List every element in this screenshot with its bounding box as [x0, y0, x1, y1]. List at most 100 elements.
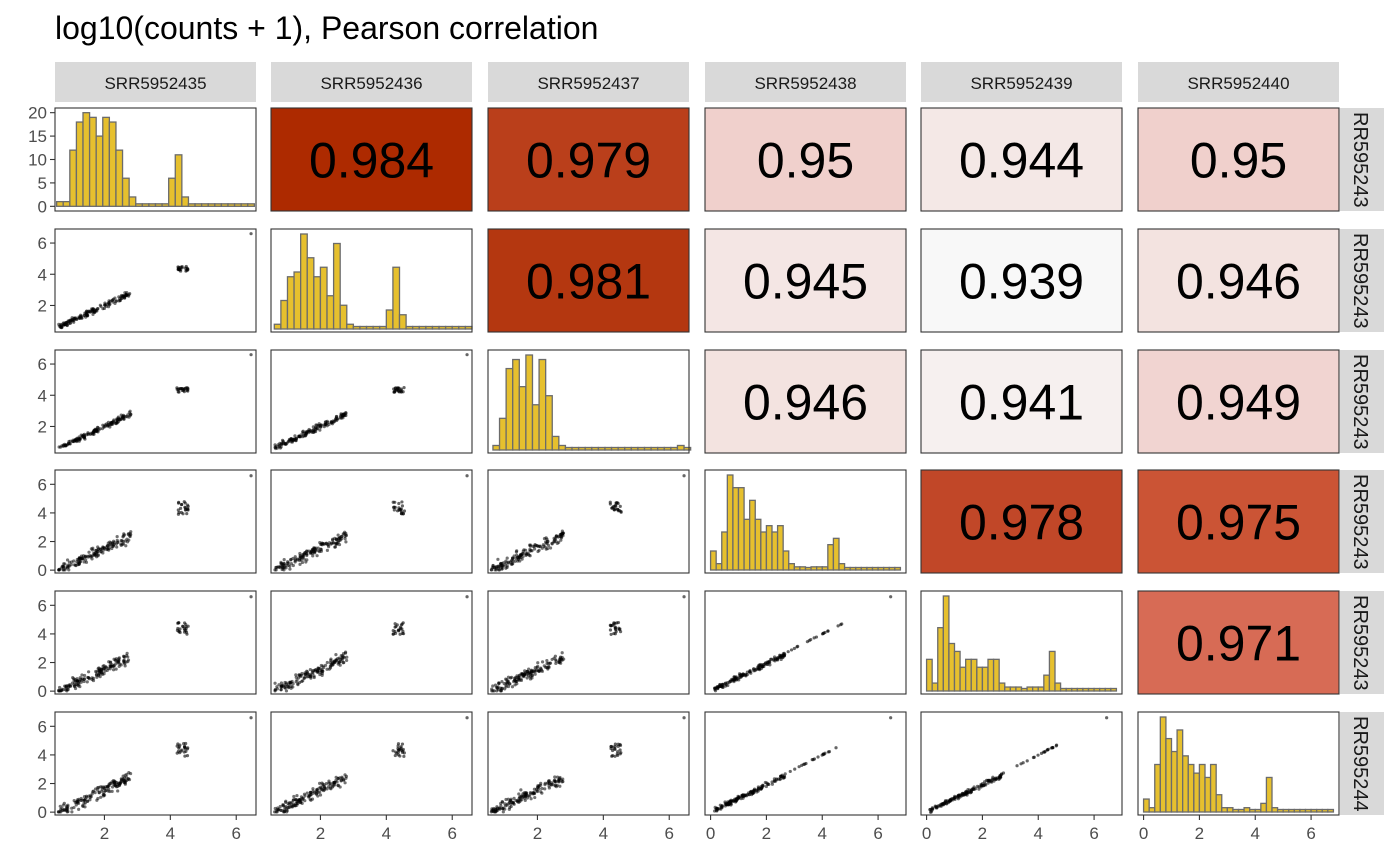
scatter-point [308, 428, 313, 433]
scatter-point [175, 751, 179, 755]
y-tick-label: 2 [38, 533, 47, 552]
scatter-point [304, 560, 308, 564]
scatter-point [400, 742, 405, 746]
scatter-point [555, 783, 559, 787]
scatter-point [553, 779, 557, 783]
x-tick-label: 6 [447, 824, 456, 843]
row-strip-label-group: RR595243 [1349, 354, 1371, 450]
scatter-point [61, 443, 65, 447]
correlation-value: 0.95 [1190, 133, 1287, 189]
scatter-point [65, 558, 70, 562]
scatter-point [109, 664, 113, 668]
histogram-bar [280, 299, 289, 330]
scatter-point [547, 784, 551, 788]
scatter-point [522, 675, 526, 679]
histogram-bar [1093, 687, 1101, 692]
scatter-point [340, 776, 344, 780]
histogram-bar [657, 446, 665, 451]
scatter-point [82, 313, 86, 318]
histogram-bar [1204, 776, 1212, 813]
scatter-point [309, 674, 313, 678]
histogram-bar [352, 325, 361, 330]
histogram-bar [148, 203, 157, 207]
histogram-bar [1004, 686, 1011, 692]
histogram-bar [385, 309, 394, 330]
histogram-bar [937, 627, 944, 692]
scatter-point [109, 781, 113, 785]
histogram-bar [604, 446, 613, 451]
scatter-point [769, 657, 773, 661]
scatter-point [103, 789, 107, 793]
histogram-bar [816, 566, 823, 571]
scatter-point [99, 795, 103, 799]
scatter-point [508, 560, 513, 564]
scatter-point [508, 682, 512, 686]
scatter-point [724, 683, 728, 687]
scatter-point [561, 531, 566, 535]
scatter-point [512, 796, 516, 800]
scatter-point [175, 386, 179, 390]
scatter-point [299, 433, 303, 437]
scatter-points [56, 716, 253, 814]
correlation-tile [921, 350, 1122, 453]
scatter-point [528, 547, 532, 552]
histogram-bar [551, 435, 560, 451]
scatter-point [186, 508, 190, 512]
histogram-bar [233, 203, 242, 207]
row-strip-label-group: RR595243 [1349, 474, 1371, 570]
histogram-bar [827, 544, 835, 571]
scatter-point [114, 785, 119, 789]
scatter-point [102, 306, 106, 311]
histogram-bar [1032, 686, 1039, 692]
scatter-point [613, 503, 618, 507]
panel-border [487, 228, 690, 333]
panel-border [704, 590, 907, 695]
scatter-point [391, 749, 395, 753]
scatter-point [72, 683, 76, 687]
scatter-point [283, 800, 288, 804]
scatter-point [733, 799, 738, 803]
scatter-point [186, 504, 190, 509]
scatter-point [618, 630, 623, 634]
scatter-point [786, 650, 790, 654]
scatter-point [513, 683, 517, 687]
scatter-point [288, 567, 292, 571]
histogram-bar [855, 566, 862, 571]
scatter-point [713, 689, 718, 693]
scatter-point [322, 424, 326, 429]
scatter-point [326, 420, 330, 425]
scatter-point [618, 504, 622, 508]
row-strip-label-group: RR595244 [1349, 716, 1371, 812]
scatter-point [816, 755, 820, 759]
scatter-point [948, 798, 953, 802]
scatter-point [314, 667, 318, 672]
scatter-point [185, 512, 189, 516]
histogram-bar [286, 276, 295, 330]
scatter-point [123, 664, 127, 668]
panel-border [1137, 711, 1340, 816]
scatter-point [178, 506, 183, 510]
scatter-point [400, 510, 404, 514]
scatter-point [344, 776, 348, 780]
scatter-point [311, 791, 315, 795]
scatter-point [62, 568, 66, 572]
scatter-point [781, 655, 785, 659]
correlation-tile [488, 229, 689, 332]
histogram-bar [227, 203, 236, 207]
scatter-points [489, 716, 686, 814]
scatter-point [185, 753, 190, 758]
histogram-bar [525, 354, 534, 451]
scatter-point [124, 414, 128, 419]
scatter-point [761, 784, 765, 788]
histogram-bar [799, 566, 807, 571]
scatter-point [336, 417, 340, 421]
x-tick-label: 4 [166, 824, 175, 843]
scatter-point [788, 769, 792, 774]
histogram-bar [732, 487, 740, 571]
scatter-point [184, 630, 189, 634]
scatter-point [316, 794, 320, 798]
scatter-point [67, 565, 71, 569]
scatter-point [281, 803, 285, 807]
histogram-bar [359, 325, 368, 330]
